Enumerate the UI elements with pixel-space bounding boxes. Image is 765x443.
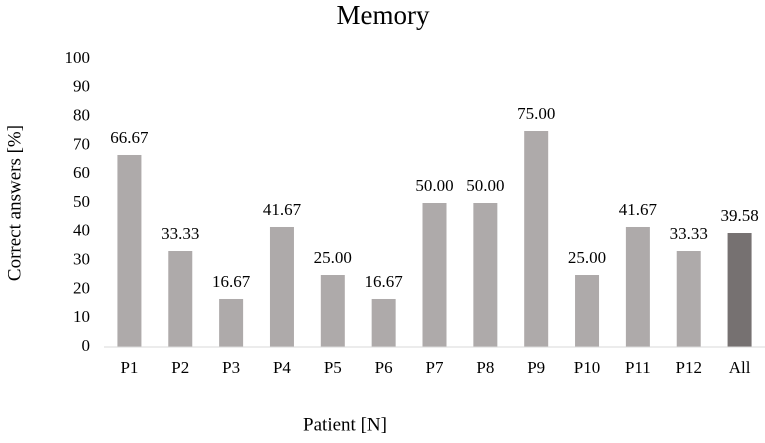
y-tick-label: 30 [73,250,90,269]
bar [320,275,345,347]
value-label: 66.67 [110,128,149,147]
bar [676,251,701,347]
x-tick-label: P1 [120,358,138,377]
y-tick-label: 70 [73,134,90,153]
y-axis-label: Correct answers [%] [4,125,25,281]
x-axis-label: Patient [N] [303,414,387,435]
x-tick-label: All [729,358,751,377]
value-label: 75.00 [517,104,555,123]
bar [168,251,193,347]
x-tick-label: P4 [273,358,291,377]
x-tick-label: P3 [222,358,240,377]
value-label: 50.00 [415,176,453,195]
chart-title: Memory [337,0,430,30]
bar [727,233,752,347]
value-label: 33.33 [161,224,199,243]
bar [117,154,142,347]
y-tick-label: 80 [73,106,90,125]
y-tick-label: 60 [73,163,90,182]
value-label: 41.67 [263,200,302,219]
bar [371,298,396,347]
value-label: 39.58 [720,206,758,225]
bar [524,131,549,347]
x-tick-label: P11 [625,358,651,377]
bar [219,298,244,347]
y-tick-label: 90 [73,77,90,96]
bar [269,226,294,347]
y-tick-label: 100 [65,48,91,67]
x-tick-label: P10 [574,358,600,377]
value-label: 16.67 [365,272,404,291]
x-tick-label: P7 [426,358,444,377]
value-label: 41.67 [619,200,658,219]
x-tick-label: P2 [171,358,189,377]
x-tick-label: P6 [375,358,393,377]
value-label: 25.00 [314,248,352,267]
x-tick-label: P9 [527,358,545,377]
value-label: 50.00 [466,176,504,195]
x-tick-label: P5 [324,358,342,377]
bar [575,275,600,347]
value-label: 33.33 [670,224,708,243]
value-label: 16.67 [212,272,251,291]
x-tick-label: P8 [476,358,494,377]
y-tick-label: 20 [73,278,90,297]
x-tick-label: P12 [675,358,701,377]
bar [422,203,447,347]
y-tick-label: 10 [73,307,90,326]
bar [473,203,498,347]
y-tick-label: 0 [82,336,91,355]
y-tick-label: 40 [73,221,90,240]
bar [625,226,650,347]
value-label: 25.00 [568,248,606,267]
y-tick-label: 50 [73,192,90,211]
